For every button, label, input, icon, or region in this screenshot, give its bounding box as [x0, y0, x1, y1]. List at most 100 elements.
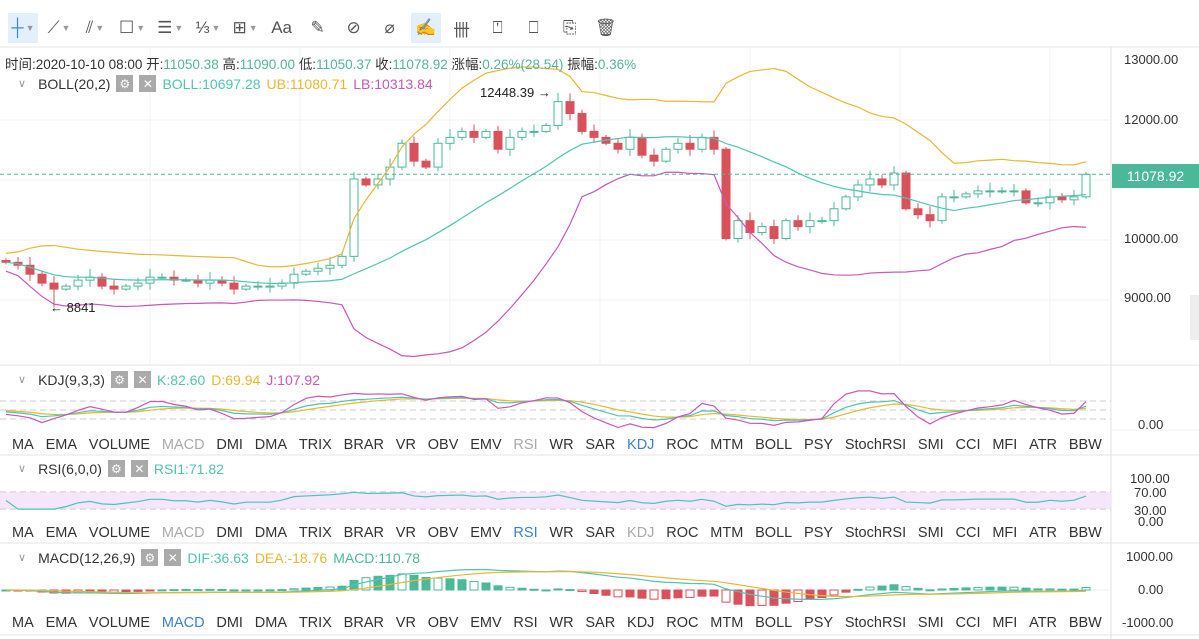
crosshair-tool-button[interactable]: ┼ ▼ — [8, 13, 38, 43]
tab-wr[interactable]: WR — [549, 615, 574, 631]
tab-kdj[interactable]: KDJ — [627, 437, 655, 453]
tab-mfi[interactable]: MFI — [992, 437, 1018, 453]
tab-stochrsi[interactable]: StochRSI — [844, 525, 907, 541]
close-icon[interactable]: ✕ — [130, 460, 148, 477]
tab-vr[interactable]: VR — [395, 437, 416, 453]
tab-ema[interactable]: EMA — [45, 437, 77, 453]
tab-mtm[interactable]: MTM — [710, 615, 744, 631]
tab-boll[interactable]: BOLL — [755, 437, 793, 453]
tab-atr[interactable]: ATR — [1029, 615, 1058, 631]
collapse-icon[interactable]: ∨ — [18, 78, 27, 90]
tab-wr[interactable]: WR — [549, 525, 574, 541]
chevron-down-icon[interactable]: ▼ — [174, 23, 184, 33]
tab-cci[interactable]: CCI — [955, 437, 981, 453]
collapse-icon[interactable]: ∨ — [18, 552, 27, 564]
tab-cci[interactable]: CCI — [955, 525, 981, 541]
tab-smi[interactable]: SMI — [917, 525, 944, 541]
rectangle-tool-button[interactable]: ☐ ▼ — [116, 13, 148, 43]
tab-bbw[interactable]: BBW — [1068, 525, 1102, 541]
lock-tool-button[interactable]: ⍞ — [483, 13, 513, 43]
tab-dmi[interactable]: DMI — [216, 525, 243, 541]
tab-bbw[interactable]: BBW — [1068, 615, 1102, 631]
chevron-down-icon[interactable]: ▼ — [95, 23, 105, 33]
measure-tool-button[interactable]: ⊞ ▼ — [229, 13, 260, 43]
delete-tool-button[interactable]: 🗑 — [591, 13, 621, 43]
close-icon[interactable]: ✕ — [133, 371, 151, 388]
trend-line-tool-button[interactable]: ⟋ ▼ — [44, 13, 74, 43]
gear-icon[interactable]: ⚙ — [141, 549, 159, 566]
gear-icon[interactable]: ⚙ — [107, 460, 125, 477]
tab-obv[interactable]: OBV — [427, 525, 459, 541]
tab-cci[interactable]: CCI — [955, 615, 981, 631]
tab-volume[interactable]: VOLUME — [88, 525, 151, 541]
tab-roc[interactable]: ROC — [666, 437, 699, 453]
tab-vr[interactable]: VR — [395, 525, 416, 541]
tab-bbw[interactable]: BBW — [1068, 437, 1102, 453]
magnet-tool-button[interactable]: ✎ — [303, 13, 333, 43]
tab-dma[interactable]: DMA — [254, 615, 288, 631]
tab-mtm[interactable]: MTM — [710, 525, 744, 541]
collapse-icon[interactable]: ∨ — [18, 374, 27, 386]
tab-dmi[interactable]: DMI — [216, 615, 243, 631]
gear-icon[interactable]: ⚙ — [110, 371, 128, 388]
chevron-down-icon[interactable]: ▼ — [61, 23, 71, 33]
tab-mfi[interactable]: MFI — [992, 525, 1018, 541]
draw-mode-tool-button[interactable]: ✍ — [410, 13, 441, 43]
chevron-down-icon[interactable]: ▼ — [136, 23, 146, 33]
tab-psy[interactable]: PSY — [804, 615, 834, 631]
tab-trix[interactable]: TRIX — [298, 615, 332, 631]
text-tool-button[interactable]: Aa — [267, 13, 297, 43]
tab-brar[interactable]: BRAR — [343, 525, 384, 541]
collapse-icon[interactable]: ∨ — [18, 463, 27, 475]
chevron-down-icon[interactable]: ▼ — [211, 23, 221, 33]
close-icon[interactable]: ✕ — [139, 75, 157, 92]
tab-trix[interactable]: TRIX — [298, 437, 332, 453]
tab-macd[interactable]: MACD — [161, 437, 205, 453]
tab-emv[interactable]: EMV — [470, 615, 502, 631]
close-icon[interactable]: ✕ — [164, 549, 182, 566]
tab-psy[interactable]: PSY — [804, 525, 834, 541]
tab-ema[interactable]: EMA — [45, 525, 77, 541]
tab-obv[interactable]: OBV — [427, 615, 459, 631]
tab-mfi[interactable]: MFI — [992, 615, 1018, 631]
candle-tool-button[interactable]: 卌 — [447, 13, 477, 43]
tab-obv[interactable]: OBV — [427, 437, 459, 453]
tab-ma[interactable]: MA — [12, 615, 34, 631]
tab-emv[interactable]: EMV — [470, 437, 502, 453]
tab-sar[interactable]: SAR — [585, 437, 616, 453]
fibonacci-tool-button[interactable]: ⅓ ▼ — [192, 13, 223, 43]
horizontal-lines-tool-button[interactable]: ☰ ▼ — [154, 13, 186, 43]
tab-smi[interactable]: SMI — [917, 615, 944, 631]
tab-smi[interactable]: SMI — [917, 437, 944, 453]
tab-emv[interactable]: EMV — [470, 525, 502, 541]
tab-atr[interactable]: ATR — [1029, 437, 1058, 453]
chevron-down-icon[interactable]: ▼ — [248, 23, 258, 33]
tab-kdj[interactable]: KDJ — [627, 615, 655, 631]
tab-rsi[interactable]: RSI — [513, 525, 538, 541]
tab-mtm[interactable]: MTM — [710, 437, 744, 453]
tab-rsi[interactable]: RSI — [513, 615, 538, 631]
parallel-lines-tool-button[interactable]: ⫽ ▼ — [80, 13, 110, 43]
edit-tool-button[interactable]: ⎘ — [555, 13, 585, 43]
tab-kdj[interactable]: KDJ — [627, 525, 655, 541]
tab-roc[interactable]: ROC — [666, 525, 699, 541]
tab-trix[interactable]: TRIX — [298, 525, 332, 541]
tab-boll[interactable]: BOLL — [755, 525, 793, 541]
tab-macd[interactable]: MACD — [161, 525, 205, 541]
tab-boll[interactable]: BOLL — [755, 615, 793, 631]
tab-stochrsi[interactable]: StochRSI — [844, 615, 907, 631]
tab-psy[interactable]: PSY — [804, 437, 834, 453]
tab-rsi[interactable]: RSI — [513, 437, 538, 453]
tab-atr[interactable]: ATR — [1029, 525, 1058, 541]
tab-volume[interactable]: VOLUME — [88, 437, 151, 453]
chevron-down-icon[interactable]: ▼ — [25, 23, 35, 33]
tab-volume[interactable]: VOLUME — [88, 615, 151, 631]
bookmark-tool-button[interactable]: ⎕ — [519, 13, 549, 43]
tab-vr[interactable]: VR — [395, 615, 416, 631]
tab-dma[interactable]: DMA — [254, 525, 288, 541]
eraser-tool-button[interactable]: ⊘ — [339, 13, 369, 43]
ruler-tool-button[interactable]: ⌀ — [375, 13, 405, 43]
tab-macd[interactable]: MACD — [161, 615, 205, 631]
tab-brar[interactable]: BRAR — [343, 437, 384, 453]
